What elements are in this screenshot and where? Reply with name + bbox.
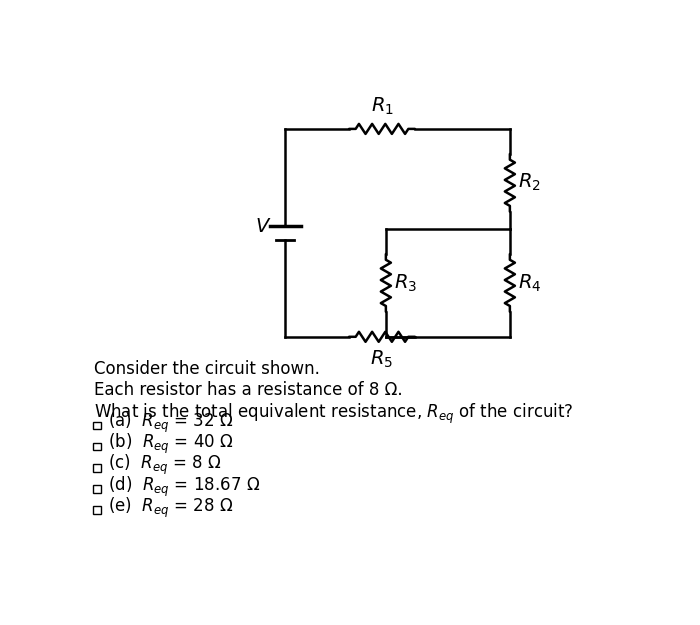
Text: Each resistor has a resistance of 8 Ω.: Each resistor has a resistance of 8 Ω. [94, 381, 402, 399]
Bar [93, 506, 101, 514]
Text: $R_4$: $R_4$ [517, 272, 541, 294]
Bar [93, 485, 101, 492]
Text: (e)  $R_{eq}$ = 28 $\Omega$: (e) $R_{eq}$ = 28 $\Omega$ [108, 496, 233, 520]
Text: Consider the circuit shown.: Consider the circuit shown. [94, 360, 320, 378]
Text: (d)  $R_{eq}$ = 18.67 $\Omega$: (d) $R_{eq}$ = 18.67 $\Omega$ [108, 474, 260, 499]
Text: (a)  $R_{eq}$ = 32 $\Omega$: (a) $R_{eq}$ = 32 $\Omega$ [108, 411, 233, 435]
Text: $R_5$: $R_5$ [370, 348, 393, 369]
Text: $V$: $V$ [255, 217, 271, 236]
Text: $R_1$: $R_1$ [370, 96, 393, 118]
Text: $R_3$: $R_3$ [393, 272, 416, 294]
Bar [93, 442, 101, 451]
Text: (c)  $R_{eq}$ = 8 $\Omega$: (c) $R_{eq}$ = 8 $\Omega$ [108, 453, 221, 478]
Bar [93, 464, 101, 471]
Text: What is the total equivalent resistance, $R_{eq}$ of the circuit?: What is the total equivalent resistance,… [94, 401, 573, 426]
Bar [93, 421, 101, 429]
Text: (b)  $R_{eq}$ = 40 $\Omega$: (b) $R_{eq}$ = 40 $\Omega$ [108, 432, 233, 456]
Text: $R_2$: $R_2$ [517, 172, 540, 194]
